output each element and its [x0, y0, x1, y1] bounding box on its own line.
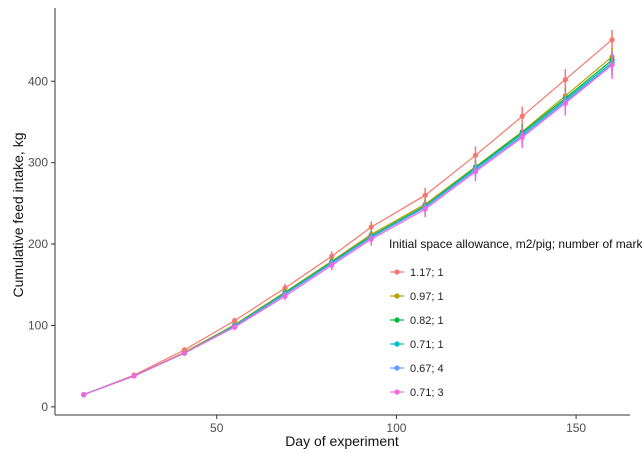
data-point — [519, 113, 525, 119]
series-line — [83, 64, 613, 396]
y-tick-label: 200 — [28, 237, 48, 251]
data-point — [232, 324, 238, 330]
legend-item: 1.17; 1 — [390, 267, 444, 279]
data-point — [329, 262, 335, 268]
series-0.97; 1 — [81, 47, 615, 398]
legend-key-point — [394, 365, 400, 371]
legend-key-point — [394, 269, 400, 275]
legend-item: 0.67; 4 — [390, 363, 444, 375]
data-point — [562, 77, 568, 83]
data-point — [329, 253, 335, 259]
series-line — [83, 39, 613, 396]
legend-item: 0.71; 1 — [390, 339, 444, 351]
series-line — [83, 62, 613, 396]
x-tick-label: 50 — [210, 421, 224, 435]
legend-label: 0.71; 3 — [410, 387, 444, 399]
data-point — [232, 317, 238, 324]
series-1.17; 1 — [81, 29, 615, 398]
series-0.82; 1 — [81, 51, 615, 398]
legend-title: Initial space allowance, m2/pig; number … — [389, 237, 642, 251]
x-axis-title: Day of experiment — [285, 433, 399, 449]
series-0.71; 3 — [81, 51, 615, 398]
data-point — [81, 392, 87, 398]
y-axis-ticks: 0 100 200 300 400 — [28, 74, 55, 414]
data-point — [282, 293, 288, 299]
data-point — [181, 350, 187, 356]
legend-key-point — [394, 389, 400, 395]
data-point — [368, 224, 374, 230]
data-point — [472, 169, 479, 175]
legend: Initial space allowance, m2/pig; number … — [389, 237, 642, 399]
data-point — [131, 373, 137, 379]
series-line — [83, 59, 613, 396]
data-point — [472, 152, 479, 158]
legend-label: 0.67; 4 — [410, 363, 444, 375]
y-tick-label: 300 — [28, 156, 48, 170]
legend-label: 0.97; 1 — [410, 291, 444, 303]
y-axis-title: Cumulative feed intake, kg — [10, 133, 26, 298]
data-point — [519, 134, 525, 141]
data-point — [282, 285, 288, 291]
series-line — [83, 63, 613, 396]
legend-key-point — [394, 293, 400, 299]
series-line — [83, 56, 613, 396]
y-tick-label: 400 — [28, 74, 48, 88]
legend-key-point — [394, 341, 400, 347]
y-tick-label: 100 — [28, 318, 48, 332]
legend-label: 0.71; 1 — [410, 339, 444, 351]
x-tick-label: 150 — [566, 421, 586, 435]
plot-area: 0 100 200 300 400 50 100 150 — [28, 8, 630, 435]
legend-item: 0.71; 3 — [390, 387, 444, 399]
legend-label: 1.17; 1 — [410, 267, 444, 279]
data-point — [368, 236, 374, 242]
data-point — [422, 192, 428, 198]
series-layer — [81, 29, 615, 398]
y-tick-label: 0 — [41, 400, 48, 414]
x-tick-label: 100 — [386, 421, 406, 435]
data-point — [422, 206, 428, 212]
data-point — [562, 100, 568, 106]
legend-label: 0.82; 1 — [410, 315, 444, 327]
legend-items: 1.17; 1 0.97; 1 0.82; 1 0.71; 1 0.67; 4 0.71;… — [390, 267, 444, 399]
legend-item: 0.82; 1 — [390, 315, 444, 327]
legend-key-point — [394, 317, 400, 323]
x-axis-ticks: 50 100 150 — [210, 415, 586, 435]
data-point — [609, 62, 615, 68]
legend-item: 0.97; 1 — [390, 291, 444, 303]
data-point — [609, 37, 615, 43]
